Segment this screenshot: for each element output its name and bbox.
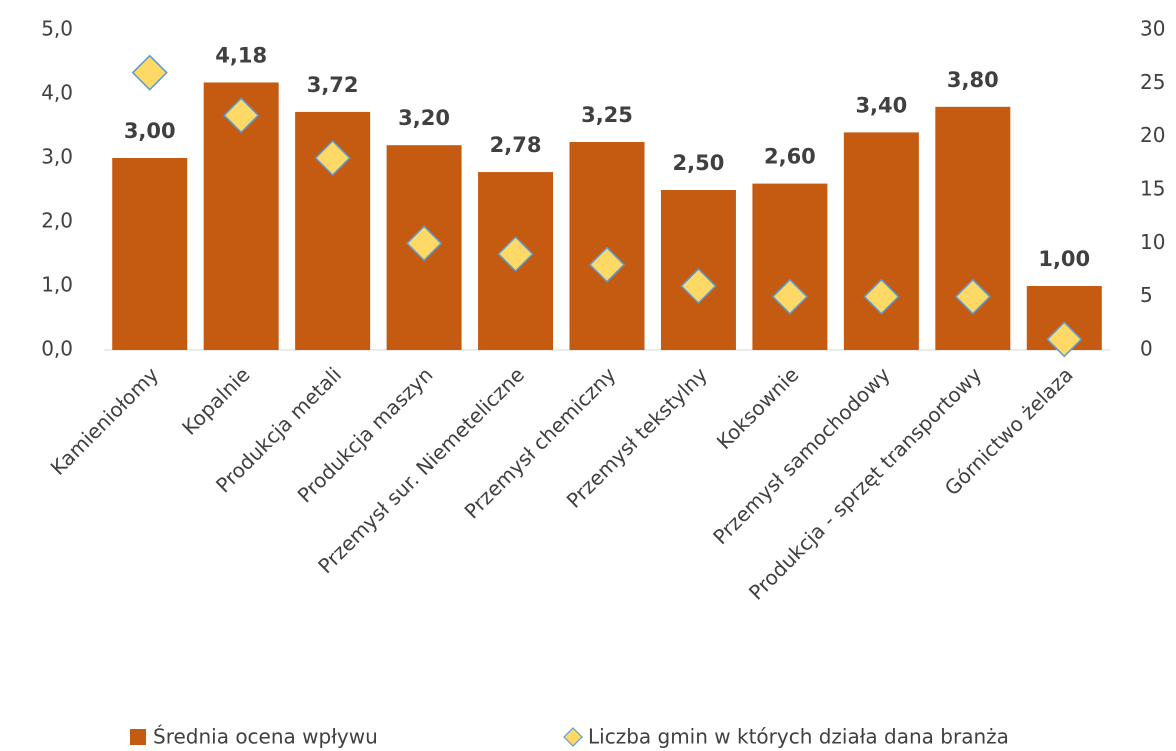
diamond-marker (314, 139, 351, 177)
diamond-marker (131, 54, 168, 91)
x-tick-label: Koksownie (712, 362, 804, 454)
y-tick-label: 2,0 (41, 209, 73, 233)
y2-tick-label: 10 (1140, 230, 1165, 254)
bar (752, 183, 828, 350)
legend-swatch (130, 729, 146, 745)
diamond-marker (771, 278, 808, 315)
diamond-marker (406, 225, 443, 262)
y-tick-label: 3,0 (41, 145, 73, 169)
y-tick-label: 4,0 (41, 81, 73, 105)
y2-tick-label: 25 (1140, 70, 1165, 94)
legend-swatch (563, 727, 583, 747)
x-tick-label: Przemysł chemiczny (460, 362, 621, 523)
value-label: 3,25 (581, 103, 633, 127)
value-label: 3,00 (124, 119, 176, 143)
value-label: 1,00 (1038, 247, 1090, 271)
diamond-marker (954, 278, 991, 315)
value-label: 3,40 (855, 93, 907, 117)
diamond-marker (588, 246, 626, 283)
value-label: 4,18 (215, 43, 267, 67)
value-label: 2,50 (673, 151, 725, 175)
y2-tick-label: 0 (1140, 337, 1153, 361)
value-label: 3,80 (947, 68, 999, 92)
diamond-marker (497, 235, 534, 273)
diamond-marker (680, 267, 717, 305)
bar (569, 142, 645, 350)
legend-label: Liczba gmin w których działa dana branża (588, 725, 1009, 749)
value-label: 3,72 (307, 73, 359, 97)
bar (843, 132, 919, 350)
bar (112, 158, 188, 350)
diamond-marker (223, 97, 260, 134)
x-tick-label: Kopalnie (177, 362, 254, 439)
x-tick-label: Kamieniołomy (46, 362, 164, 480)
value-label: 2,60 (764, 145, 816, 169)
y2-tick-label: 20 (1140, 123, 1165, 147)
diamond-marker (1046, 321, 1083, 358)
legend-label: Średnia ocena wpływu (153, 725, 378, 749)
y2-tick-label: 30 (1140, 17, 1165, 41)
y-tick-label: 1,0 (41, 273, 73, 297)
y2-tick-label: 15 (1140, 177, 1165, 201)
y-tick-label: 5,0 (41, 17, 73, 41)
value-label: 2,78 (490, 133, 542, 157)
value-label: 3,20 (398, 106, 450, 130)
y-tick-label: 0,0 (41, 337, 73, 361)
y2-tick-label: 5 (1140, 283, 1153, 307)
diamond-marker (863, 278, 900, 315)
x-tick-label: Przemysł samochodowy (708, 362, 895, 549)
